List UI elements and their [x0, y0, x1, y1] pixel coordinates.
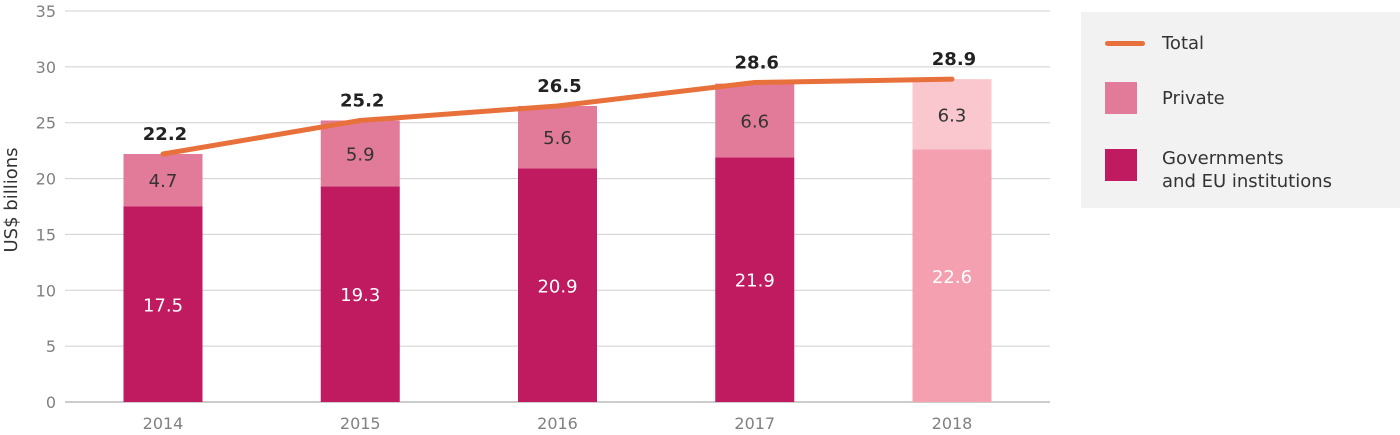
bar-label-governments: 21.9	[735, 271, 775, 292]
bar-private	[123, 153, 203, 207]
bar-private	[715, 83, 795, 158]
legend: Total Private Governments and EU institu…	[1081, 12, 1400, 208]
y-tick-label: 0	[46, 393, 56, 412]
total-line	[160, 76, 955, 157]
y-tick-label: 5	[46, 337, 56, 356]
bar-label-private: 6.3	[938, 105, 967, 126]
x-tick-label: 2018	[932, 414, 973, 433]
total-value-label: 28.6	[735, 52, 779, 73]
total-value-label: 22.2	[143, 124, 187, 145]
bar-governments	[320, 186, 400, 402]
bar-governments	[123, 206, 203, 402]
bar-label-private: 6.6	[740, 111, 769, 132]
y-axis-ticks: 0 5 10 15 20 25 30 35	[36, 2, 56, 412]
total-value-label: 28.9	[932, 49, 976, 70]
bar-label-governments: 17.5	[143, 295, 183, 316]
y-tick-label: 25	[36, 114, 56, 133]
total-value-label: 26.5	[537, 76, 581, 97]
y-tick-label: 10	[36, 281, 56, 300]
x-tick-label: 2014	[143, 414, 184, 433]
legend-line-swatch	[1105, 41, 1145, 46]
bars	[123, 79, 992, 402]
bar-label-private: 4.7	[149, 171, 178, 192]
x-tick-label: 2015	[340, 414, 381, 433]
bar-private	[912, 79, 992, 150]
bar-label-governments: 22.6	[932, 267, 972, 288]
bar-label-governments: 20.9	[537, 276, 577, 297]
bar-governments	[715, 157, 795, 402]
bar-label-private: 5.9	[346, 144, 375, 165]
stacked-bar-chart: 0 5 10 15 20 25 30 35 US$ billions 17.5 4.7 19.3 5…	[1, 2, 1050, 433]
y-tick-label: 30	[36, 58, 56, 77]
y-axis-label: US$ billions	[1, 147, 22, 252]
legend-box-swatch-governments	[1105, 149, 1137, 181]
total-value-labels: 22.2 25.2 26.5 28.6 28.9	[143, 49, 976, 145]
bar-private	[320, 120, 400, 187]
legend-label-private: Private	[1162, 88, 1225, 109]
y-tick-label: 15	[36, 225, 56, 244]
legend-label-total: Total	[1162, 33, 1205, 54]
y-tick-label: 20	[36, 170, 56, 189]
bar-private	[518, 105, 597, 169]
x-tick-label: 2016	[537, 414, 578, 433]
x-tick-label: 2017	[734, 414, 775, 433]
legend-label-governments: Governments and EU institutions	[1162, 148, 1333, 192]
total-value-label: 25.2	[340, 90, 384, 111]
legend-box-swatch-private	[1105, 82, 1137, 114]
bar-governments	[912, 149, 992, 402]
bar-governments	[518, 168, 597, 402]
bar-label-private: 5.6	[543, 128, 572, 149]
bar-value-labels: 17.5 4.7 19.3 5.9 20.9 5.6 21.9 6.6 22.6 6.3	[143, 105, 972, 316]
bar-label-governments: 19.3	[340, 285, 380, 306]
x-axis-ticks: 2014 2015 2016 2017 2018	[143, 414, 973, 433]
y-tick-label: 35	[36, 2, 56, 21]
total-line-layer	[160, 76, 955, 157]
